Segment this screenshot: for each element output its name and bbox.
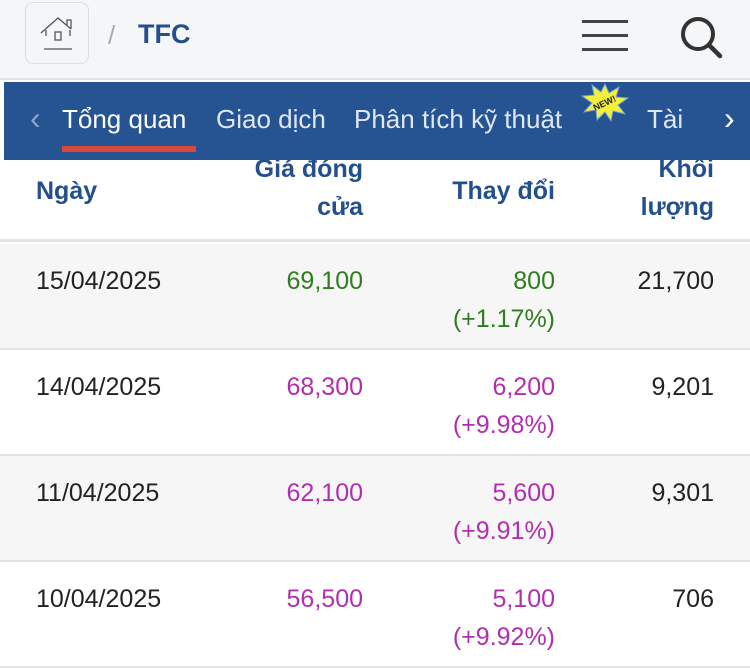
column-change[interactable]: Thay đổi	[452, 177, 555, 205]
tab-finance[interactable]: Tài c	[647, 104, 687, 134]
search-icon[interactable]	[678, 14, 724, 60]
date-cell: 14/04/2025	[36, 373, 162, 401]
chevron-right-icon[interactable]: ›	[724, 100, 735, 136]
date-cell: 15/04/2025	[36, 267, 162, 295]
volume-cell: 21,700	[637, 267, 714, 295]
change-percent: (+9.91%)	[452, 517, 555, 545]
home-button[interactable]	[25, 2, 89, 64]
column-close-price[interactable]: Giá đóng cửa	[254, 155, 363, 221]
volume-cell: 706	[672, 585, 714, 613]
change-cell: 800 (+1.17%)	[453, 262, 555, 338]
table-row[interactable]: 15/04/2025 69,100 800 (+1.17%) 21,700	[0, 244, 750, 350]
change-value: 5,100	[492, 585, 555, 613]
change-value: 6,200	[492, 373, 555, 401]
new-badge-icon: NEW!	[580, 82, 630, 122]
volume-cell: 9,301	[651, 479, 714, 507]
volume-cell: 9,201	[651, 373, 714, 401]
change-cell: 5,600 (+9.91%)	[453, 474, 555, 550]
table-row[interactable]: 10/04/2025 56,500 5,100 (+9.92%) 706	[0, 562, 750, 668]
date-cell: 11/04/2025	[36, 479, 160, 507]
change-percent: (+9.92%)	[452, 623, 555, 651]
top-bar: / TFC	[0, 0, 750, 80]
column-date[interactable]: Ngày	[36, 177, 98, 205]
breadcrumb-separator: /	[108, 20, 116, 50]
close-price-cell: 62,100	[286, 479, 363, 507]
change-value: 800	[513, 267, 555, 295]
table-row[interactable]: 14/04/2025 68,300 6,200 (+9.98%) 9,201	[0, 350, 750, 456]
date-cell: 10/04/2025	[36, 585, 162, 613]
table-header: Ngày Giá đóng cửa Thay đổi Khối lượng	[0, 150, 750, 242]
close-price-cell: 69,100	[286, 267, 363, 295]
change-cell: 6,200 (+9.98%)	[453, 368, 555, 444]
tab-overview[interactable]: Tổng quan	[62, 104, 187, 134]
menu-icon[interactable]	[582, 20, 628, 52]
tab-bar: ‹ Tổng quan Giao dịch Phân tích kỹ thuật…	[4, 82, 750, 160]
change-percent: (+9.98%)	[452, 411, 555, 439]
column-volume[interactable]: Khối lượng	[640, 155, 714, 221]
change-percent: (+1.17%)	[452, 305, 555, 333]
change-value: 5,600	[492, 479, 555, 507]
close-price-cell: 68,300	[286, 373, 363, 401]
chevron-left-icon[interactable]: ‹	[30, 100, 41, 136]
tab-trading[interactable]: Giao dịch	[216, 104, 326, 134]
tab-technical-analysis[interactable]: Phân tích kỹ thuật	[354, 104, 563, 134]
page-title: TFC	[138, 19, 191, 49]
home-icon	[40, 17, 72, 50]
close-price-cell: 56,500	[286, 585, 363, 613]
active-tab-indicator	[62, 146, 196, 152]
table-row[interactable]: 11/04/2025 62,100 5,600 (+9.91%) 9,301	[0, 456, 750, 562]
change-cell: 5,100 (+9.92%)	[453, 580, 555, 656]
